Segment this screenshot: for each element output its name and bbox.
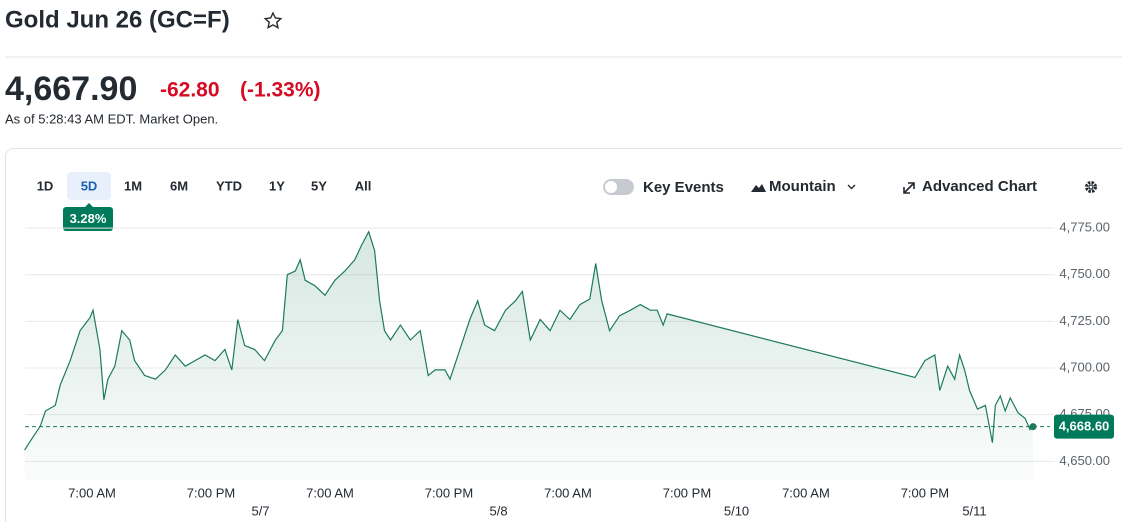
area — [24, 231, 1034, 480]
date-tick-label: 5/11 — [962, 503, 986, 518]
range-button[interactable]: 5Y — [311, 178, 327, 193]
chart-card — [5, 148, 1122, 522]
date-tick-label: 5/7 — [252, 503, 270, 518]
x-tick-label: 7:00 PM — [187, 485, 235, 500]
range-button[interactable]: 6M — [170, 178, 188, 193]
last-point — [1029, 423, 1037, 431]
change-percent: (-1.33%) — [240, 79, 321, 102]
x-tick-label: 7:00 AM — [544, 485, 592, 500]
settings-center — [1088, 184, 1094, 190]
x-tick-label: 7:00 AM — [68, 485, 116, 500]
range-button[interactable]: 1Y — [269, 178, 285, 193]
range-change-badge — [63, 207, 113, 231]
as-of: As of 5:28:43 AM EDT. Market Open. — [5, 111, 218, 126]
range-button[interactable]: 1M — [124, 178, 142, 193]
key-events[interactable]: Key Events — [643, 179, 724, 196]
x-tick-label: 7:00 PM — [425, 485, 473, 500]
y-tick-label: 4,775.00 — [1059, 220, 1110, 235]
x-tick-label: 7:00 PM — [663, 485, 711, 500]
x-tick-label: 7:00 AM — [306, 485, 354, 500]
toggle-knob — [605, 181, 617, 193]
date-tick-label: 5/10 — [724, 503, 749, 518]
y-tick-label: 4,725.00 — [1059, 313, 1110, 328]
watch-star[interactable] — [263, 11, 283, 29]
price: 4,667.90 — [5, 70, 137, 108]
x-tick-label: 7:00 PM — [901, 485, 949, 500]
badge-pointer — [85, 203, 93, 207]
last-price-badge — [1054, 414, 1114, 439]
y-tick-label: 4,750.00 — [1059, 266, 1110, 281]
range-button[interactable]: YTD — [216, 178, 242, 193]
advanced-chart[interactable]: Advanced Chart — [922, 178, 1037, 195]
range-button[interactable]: 1D — [37, 178, 54, 193]
mountain-icon — [751, 184, 766, 192]
y-tick-label: 4,650.00 — [1059, 453, 1110, 468]
chart-style[interactable]: Mountain — [769, 178, 836, 195]
y-tick-label: 4,700.00 — [1059, 359, 1110, 374]
price-line — [24, 230, 1034, 451]
selected-range-bg — [67, 172, 111, 200]
date-tick-label: 5/8 — [490, 503, 508, 518]
x-tick-label: 7:00 AM — [782, 485, 830, 500]
range-button[interactable]: 5D — [81, 178, 98, 193]
change: -62.80 — [160, 79, 220, 102]
plot: 4,650.004,675.004,700.004,725.004,750.00… — [24, 220, 1114, 518]
settings-icon[interactable] — [1085, 181, 1097, 193]
last-price-label: 4,668.60 — [1059, 419, 1110, 434]
chevron — [847, 184, 856, 190]
range-change: 3.28% — [70, 211, 107, 226]
range-button[interactable]: All — [355, 178, 372, 193]
title: Gold Jun 26 (GC=F) — [5, 6, 230, 33]
advanced-icon — [903, 182, 915, 194]
range-buttons: 1D 5D 1M 6M YTD 1Y 5Y All — [37, 178, 372, 193]
